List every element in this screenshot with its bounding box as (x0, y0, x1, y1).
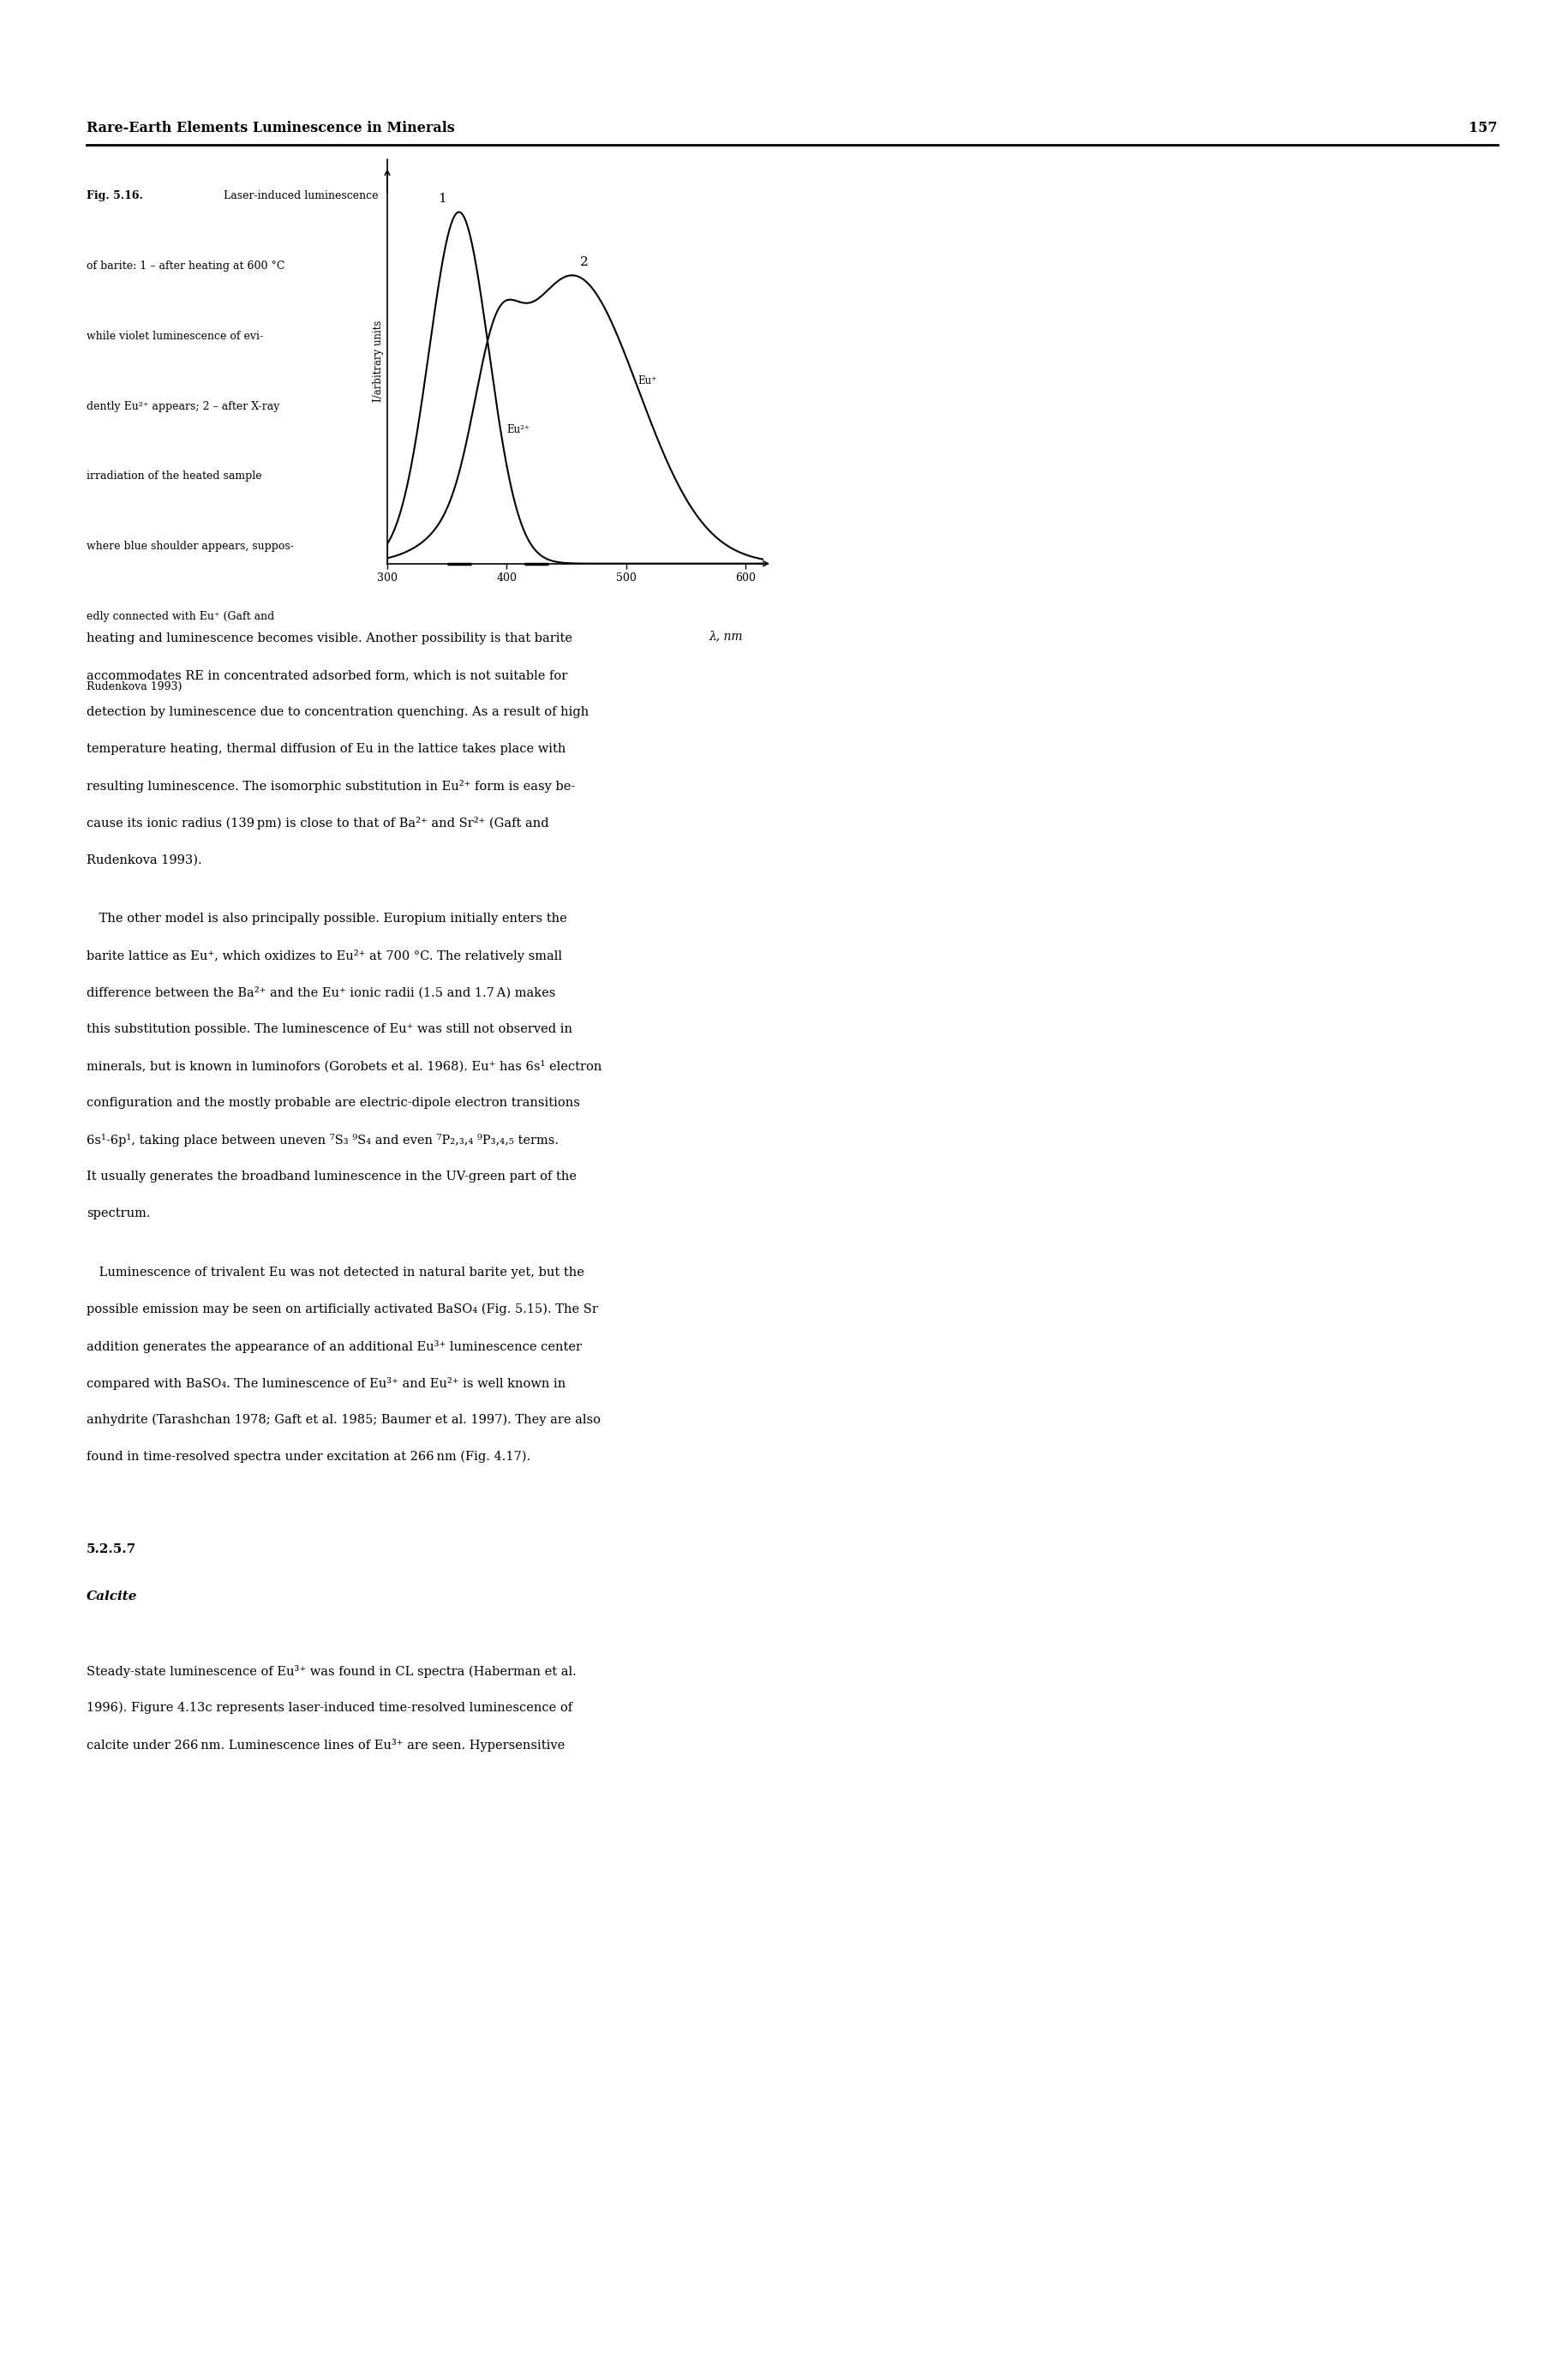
Text: barite lattice as Eu⁺, which oxidizes to Eu²⁺ at 700 °C. The relatively small: barite lattice as Eu⁺, which oxidizes to… (86, 949, 561, 963)
Text: compared with BaSO₄. The luminescence of Eu³⁺ and Eu²⁺ is well known in: compared with BaSO₄. The luminescence of… (86, 1377, 566, 1391)
Text: dently Eu²⁺ appears; 2 – after X-ray: dently Eu²⁺ appears; 2 – after X-ray (86, 400, 279, 411)
Text: Eu²⁺: Eu²⁺ (506, 423, 530, 435)
Text: accommodates RE in concentrated adsorbed form, which is not suitable for: accommodates RE in concentrated adsorbed… (86, 671, 568, 682)
Text: Laser-induced luminescence: Laser-induced luminescence (216, 190, 378, 202)
Text: 1: 1 (437, 193, 447, 205)
Text: 6s¹-6p¹, taking place between uneven ⁷S₃ ⁹S₄ and even ⁷P₂,₃,₄ ⁹P₃,₄,₅ terms.: 6s¹-6p¹, taking place between uneven ⁷S₃… (86, 1134, 558, 1146)
Text: this substitution possible. The luminescence of Eu⁺ was still not observed in: this substitution possible. The luminesc… (86, 1023, 572, 1034)
Text: temperature heating, thermal diffusion of Eu in the lattice takes place with: temperature heating, thermal diffusion o… (86, 742, 566, 756)
Text: configuration and the mostly probable are electric-dipole electron transitions: configuration and the mostly probable ar… (86, 1096, 580, 1108)
Text: minerals, but is known in luminofors (Gorobets et al. 1968). Eu⁺ has 6s¹ electro: minerals, but is known in luminofors (Go… (86, 1061, 602, 1072)
Text: Calcite: Calcite (86, 1591, 138, 1603)
Text: λ, nm: λ, nm (709, 630, 743, 642)
Text: addition generates the appearance of an additional Eu³⁺ luminescence center: addition generates the appearance of an … (86, 1341, 582, 1353)
Text: It usually generates the broadband luminescence in the UV-green part of the: It usually generates the broadband lumin… (86, 1170, 577, 1182)
Text: where blue shoulder appears, suppos-: where blue shoulder appears, suppos- (86, 542, 293, 552)
Text: resulting luminescence. The isomorphic substitution in Eu²⁺ form is easy be-: resulting luminescence. The isomorphic s… (86, 780, 575, 792)
Text: Steady-state luminescence of Eu³⁺ was found in CL spectra (Haberman et al.: Steady-state luminescence of Eu³⁺ was fo… (86, 1665, 575, 1676)
Text: Eu⁺: Eu⁺ (638, 376, 657, 385)
Text: 5.2.5.7: 5.2.5.7 (86, 1543, 136, 1555)
Text: possible emission may be seen on artificially activated BaSO₄ (Fig. 5.15). The S: possible emission may be seen on artific… (86, 1303, 597, 1315)
Text: 2: 2 (580, 257, 588, 269)
Text: 1996). Figure 4.13c represents laser-induced time-resolved luminescence of: 1996). Figure 4.13c represents laser-ind… (86, 1703, 572, 1715)
Text: 157: 157 (1469, 121, 1497, 136)
Text: heating and luminescence becomes visible. Another possibility is that barite: heating and luminescence becomes visible… (86, 633, 572, 644)
Text: detection by luminescence due to concentration quenching. As a result of high: detection by luminescence due to concent… (86, 706, 588, 718)
Text: cause its ionic radius (139 pm) is close to that of Ba²⁺ and Sr²⁺ (Gaft and: cause its ionic radius (139 pm) is close… (86, 818, 549, 830)
Text: difference between the Ba²⁺ and the Eu⁺ ionic radii (1.5 and 1.7 A) makes: difference between the Ba²⁺ and the Eu⁺ … (86, 987, 555, 999)
Text: Fig. 5.16.: Fig. 5.16. (86, 190, 143, 202)
Text: Rudenkova 1993).: Rudenkova 1993). (86, 854, 202, 866)
Text: anhydrite (Tarashchan 1978; Gaft et al. 1985; Baumer et al. 1997). They are also: anhydrite (Tarashchan 1978; Gaft et al. … (86, 1415, 601, 1427)
Text: spectrum.: spectrum. (86, 1208, 151, 1220)
Text: Rudenkova 1993): Rudenkova 1993) (86, 680, 182, 692)
Text: of barite: 1 – after heating at 600 °C: of barite: 1 – after heating at 600 °C (86, 259, 285, 271)
Text: calcite under 266 nm. Luminescence lines of Eu³⁺ are seen. Hypersensitive: calcite under 266 nm. Luminescence lines… (86, 1738, 564, 1750)
Text: while violet luminescence of evi-: while violet luminescence of evi- (86, 331, 263, 342)
Text: Rare-Earth Elements Luminescence in Minerals: Rare-Earth Elements Luminescence in Mine… (86, 121, 455, 136)
Text: Luminescence of trivalent Eu was not detected in natural barite yet, but the: Luminescence of trivalent Eu was not det… (86, 1267, 583, 1279)
Text: found in time-resolved spectra under excitation at 266 nm (Fig. 4.17).: found in time-resolved spectra under exc… (86, 1451, 530, 1462)
Text: irradiation of the heated sample: irradiation of the heated sample (86, 471, 262, 483)
Y-axis label: I/arbitrary units: I/arbitrary units (373, 321, 384, 402)
Text: The other model is also principally possible. Europium initially enters the: The other model is also principally poss… (86, 913, 566, 925)
Text: edly connected with Eu⁺ (Gaft and: edly connected with Eu⁺ (Gaft and (86, 611, 274, 623)
